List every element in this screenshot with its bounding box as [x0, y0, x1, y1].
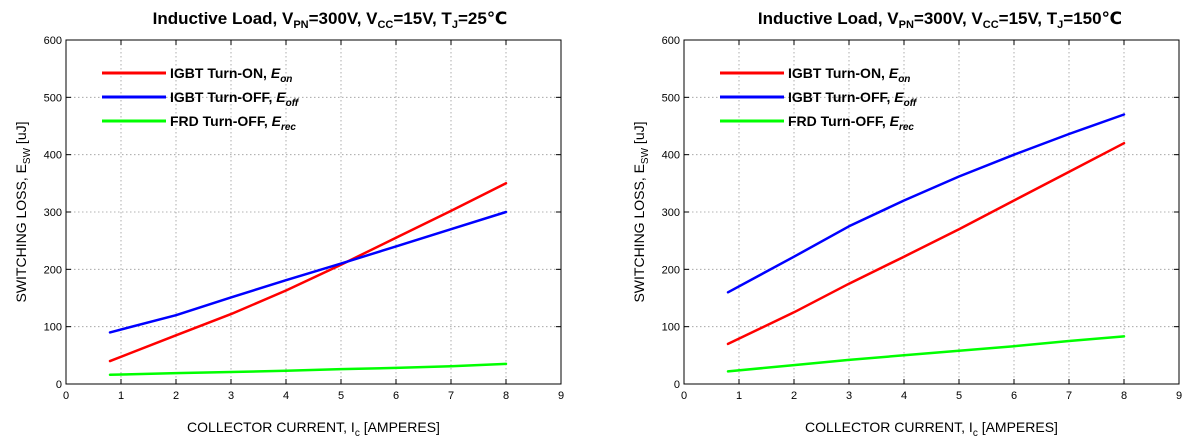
legend-symbol: E: [271, 65, 281, 81]
x-axis-label-text: [AMPERES]: [978, 419, 1058, 435]
x-axis-label-text: COLLECTOR CURRENT, I: [805, 419, 973, 435]
chart-title-text: =300V, V: [309, 9, 379, 28]
legend-subscript: rec: [899, 122, 914, 133]
legend-entry-on: IGBT Turn-ON, Eon: [170, 65, 292, 85]
series-line-rec: [726, 335, 1126, 373]
x-tick-label: 1: [118, 390, 124, 402]
x-tick-label: 8: [503, 390, 509, 402]
x-tick-label: 2: [173, 390, 179, 402]
chart-title-text: =25℃: [458, 9, 507, 28]
legend-subscript: rec: [281, 122, 296, 133]
legend-symbol: E: [890, 113, 900, 129]
y-axis-label-text: [uJ]: [631, 121, 647, 147]
chart-title-text: Inductive Load, V: [153, 9, 294, 28]
x-tick-label: 6: [1011, 390, 1017, 402]
y-tick-label: 100: [44, 322, 62, 334]
y-tick-label: 0: [56, 379, 62, 391]
x-tick-label: 5: [338, 390, 344, 402]
chart-title-sub: CC: [377, 19, 393, 31]
chart-title: Inductive Load, VPN=300V, VCC=15V, TJ=15…: [758, 9, 1122, 31]
x-tick-label: 1: [736, 390, 742, 402]
y-tick-label: 500: [662, 92, 680, 104]
x-tick-label: 7: [448, 390, 454, 402]
chart-title-sub: CC: [983, 19, 999, 31]
chart-title-text: =300V, V: [914, 9, 984, 28]
chart-title-sub: J: [452, 19, 458, 31]
chart-title-text: =15V, T: [999, 9, 1058, 28]
x-tick-label: 3: [228, 390, 234, 402]
legend-entry-on: IGBT Turn-ON, Eon: [788, 65, 910, 85]
chart-title-text: =15V, T: [393, 9, 452, 28]
y-tick-label: 600: [44, 35, 62, 47]
legend-subscript: off: [904, 98, 918, 109]
y-tick-label: 400: [662, 150, 680, 162]
legend-entry-off: IGBT Turn-OFF, Eoff: [170, 89, 300, 109]
y-axis-label-text: [uJ]: [13, 121, 29, 147]
y-axis-label-sub: SW: [22, 147, 33, 164]
chart-title-text: Inductive Load, V: [758, 9, 899, 28]
y-tick-label: 0: [674, 379, 680, 391]
legend-label: IGBT Turn-ON,: [170, 65, 271, 81]
legend-label: IGBT Turn-OFF,: [170, 89, 276, 105]
x-tick-label: 2: [791, 390, 797, 402]
x-tick-label: 0: [63, 390, 69, 402]
x-tick-label: 7: [1066, 390, 1072, 402]
x-axis-label-text: COLLECTOR CURRENT, I: [187, 419, 355, 435]
legend-label: FRD Turn-OFF,: [788, 113, 890, 129]
x-axis-label-sub: c: [355, 428, 360, 439]
series-line-rec: [108, 362, 508, 377]
y-axis-label-text: SWITCHING LOSS, E: [631, 164, 647, 302]
x-tick-label: 8: [1121, 390, 1127, 402]
legend-symbol: E: [889, 65, 899, 81]
y-tick-label: 600: [662, 35, 680, 47]
x-tick-label: 0: [681, 390, 687, 402]
series-line-on: [726, 141, 1126, 346]
chart-panel-2: Inductive Load, VPN=300V, VCC=15V, TJ=15…: [631, 9, 1182, 439]
series-line-off: [108, 210, 508, 334]
series-line-off: [726, 113, 1126, 294]
x-axis-label-text: [AMPERES]: [360, 419, 440, 435]
chart-panel-1: Inductive Load, VPN=300V, VCC=15V, TJ=25…: [13, 9, 564, 439]
y-tick-label: 300: [662, 207, 680, 219]
y-tick-label: 200: [662, 264, 680, 276]
legend-label: IGBT Turn-OFF,: [788, 89, 894, 105]
x-tick-label: 6: [393, 390, 399, 402]
legend-symbol: E: [894, 89, 904, 105]
y-axis-label: SWITCHING LOSS, ESW [uJ]: [631, 121, 651, 302]
x-tick-label: 4: [283, 390, 289, 402]
y-tick-label: 400: [44, 150, 62, 162]
y-axis-label: SWITCHING LOSS, ESW [uJ]: [13, 121, 33, 302]
x-tick-label: 9: [558, 390, 564, 402]
series-line-on: [108, 182, 508, 363]
chart-title-sub: J: [1057, 19, 1063, 31]
chart-title: Inductive Load, VPN=300V, VCC=15V, TJ=25…: [153, 9, 508, 31]
legend-label: FRD Turn-OFF,: [170, 113, 272, 129]
legend-subscript: off: [286, 98, 300, 109]
y-tick-label: 300: [44, 207, 62, 219]
x-tick-label: 3: [846, 390, 852, 402]
x-axis-label-sub: c: [973, 428, 978, 439]
y-axis-label-sub: SW: [640, 147, 651, 164]
legend-subscript: on: [280, 74, 292, 85]
x-axis-label: COLLECTOR CURRENT, Ic [AMPERES]: [187, 419, 440, 439]
legend-entry-rec: FRD Turn-OFF, Erec: [788, 113, 914, 133]
x-tick-label: 5: [956, 390, 962, 402]
legend-entry-rec: FRD Turn-OFF, Erec: [170, 113, 296, 133]
x-tick-label: 4: [901, 390, 907, 402]
chart-title-sub: PN: [293, 19, 308, 31]
legend-symbol: E: [276, 89, 286, 105]
y-axis-label-text: SWITCHING LOSS, E: [13, 164, 29, 302]
x-tick-label: 9: [1176, 390, 1182, 402]
y-tick-label: 100: [662, 322, 680, 334]
chart-title-text: =150℃: [1063, 9, 1122, 28]
chart-title-sub: PN: [899, 19, 914, 31]
y-tick-label: 200: [44, 264, 62, 276]
x-axis-label: COLLECTOR CURRENT, Ic [AMPERES]: [805, 419, 1058, 439]
legend-entry-off: IGBT Turn-OFF, Eoff: [788, 89, 918, 109]
legend-subscript: on: [898, 74, 910, 85]
legend-label: IGBT Turn-ON,: [788, 65, 889, 81]
y-tick-label: 500: [44, 92, 62, 104]
legend-symbol: E: [272, 113, 282, 129]
